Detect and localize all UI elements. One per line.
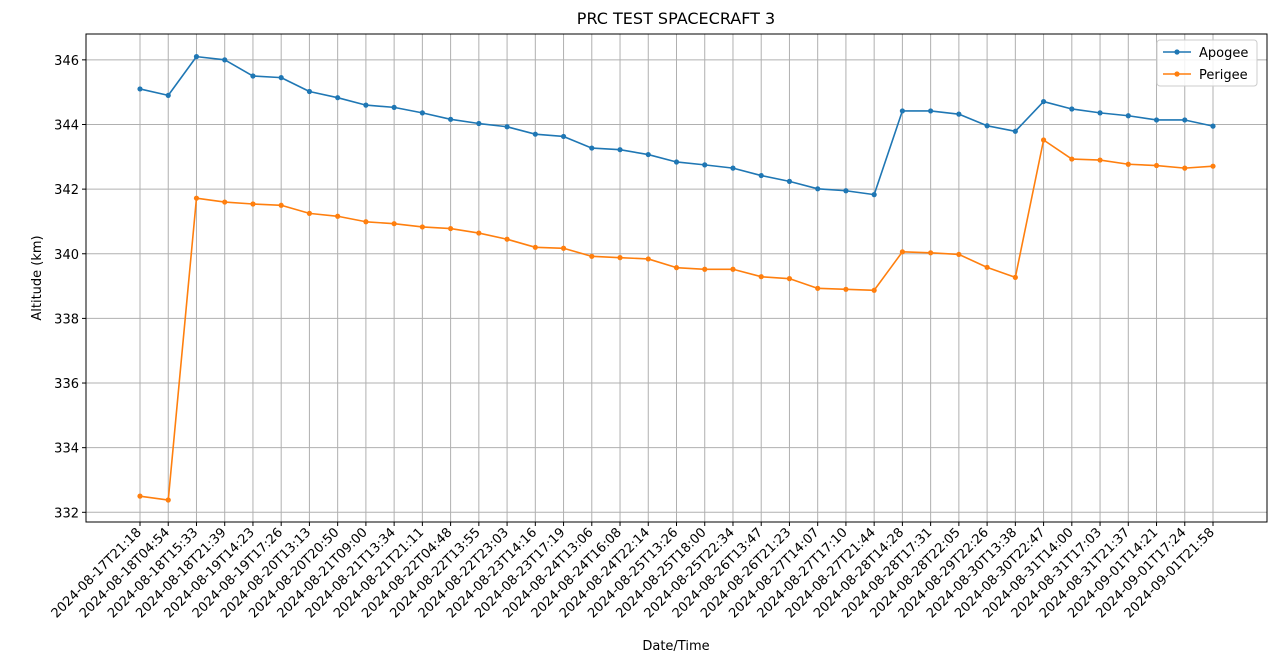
perigee-data-point [1210,163,1216,169]
y-tick-label: 338 [54,312,79,327]
legend-apogee-label: Apogee [1199,46,1248,61]
perigee-data-point [419,224,425,230]
apogee-data-point [1182,117,1188,123]
perigee-data-point [928,250,934,256]
perigee-data-point [786,276,793,282]
apogee-data-point [335,95,341,101]
apogee-data-point [758,172,764,179]
apogee-data-point [815,186,821,192]
y-tick-label: 334 [54,442,79,457]
perigee-data-point [504,236,510,242]
perigee-data-point [1012,274,1018,280]
perigee-data-point [1125,161,1131,167]
y-tick-label: 336 [54,377,79,392]
perigee-data-point [278,202,284,208]
apogee-data-point [250,73,256,79]
apogee-data-point [278,75,284,81]
perigee-data-point [758,274,764,280]
legend: Apogee Perigee [1156,39,1258,87]
apogee-data-point [871,192,877,198]
apogee-data-point [702,162,708,168]
perigee-data-point [250,201,256,207]
perigee-data-point [984,264,990,270]
apogee-data-point [363,102,369,108]
perigee-data-point [645,256,651,262]
perigee-data-point [532,244,538,250]
apogee-data-point [476,120,482,127]
grid-layer [86,34,1267,522]
perigee-data-point [1153,162,1160,169]
axis-layer: 2024-08-17T21:182024-08-18T04:542024-08-… [49,54,1218,622]
apogee-data-point [1210,123,1216,129]
x-axis-title: Date/Time [642,639,709,654]
perigee-data-point [871,287,877,293]
perigee-data-point [165,497,171,503]
y-tick-label: 342 [54,183,79,198]
perigee-data-point [673,265,680,271]
apogee-data-point [1097,110,1103,116]
perigee-data-point [617,255,623,261]
perigee-data-point [448,225,454,232]
y-tick-label: 332 [54,506,79,521]
apogee-data-point [786,178,793,184]
perigee-data-point [589,253,595,259]
perigee-data-point [222,199,228,205]
perigee-data-point [391,221,397,227]
legend-perigee-marker [1174,71,1180,77]
y-tick-label: 340 [54,248,79,263]
apogee-data-point [165,92,171,99]
apogee-data-point [504,124,510,130]
y-tick-label: 346 [54,54,79,69]
perigee-data-point [730,266,736,272]
apogee-data-point [532,131,538,137]
y-tick-label: 344 [54,118,79,133]
apogee-data-point [673,159,680,165]
perigee-data-point [137,493,143,499]
apogee-data-point [956,111,962,117]
y-axis-title: Altitude (km) [30,235,45,320]
apogee-data-point [645,151,651,158]
apogee-data-point [137,86,143,92]
series-layer [137,54,1216,503]
apogee-data-point [306,88,313,95]
apogee-data-point [391,104,397,110]
apogee-data-point [448,116,454,122]
perigee-data-point [899,249,905,255]
apogee-data-point [928,108,934,114]
chart-title: PRC TEST SPACECRAFT 3 [577,9,775,28]
legend-apogee-marker [1174,49,1180,55]
perigee-data-point [1040,137,1047,143]
perigee-data-point [560,245,567,251]
apogee-data-point [222,57,228,63]
perigee-data-point [956,251,962,258]
apogee-data-point [617,147,623,153]
apogee-data-point [730,165,736,171]
apogee-data-point [984,123,990,129]
perigee-data-point [476,230,482,236]
perigee-data-point [193,195,200,201]
apogee-data-point [419,110,425,116]
perigee-data-point [815,285,821,291]
apogee-data-point [899,108,905,114]
perigee-data-point [843,286,849,292]
apogee-data-point [1040,98,1047,105]
apogee-data-point [1012,128,1018,134]
apogee-data-point [1069,106,1075,112]
perigee-data-point [306,210,313,216]
perigee-data-point [1069,156,1075,162]
apogee-data-point [1153,117,1160,123]
perigee-data-point [702,266,708,272]
perigee-data-point [363,219,369,225]
legend-perigee-label: Perigee [1199,68,1248,83]
apogee-data-point [1125,113,1131,119]
perigee-data-point [335,213,341,219]
perigee-data-point [1182,165,1188,171]
apogee-data-point [589,145,595,151]
apogee-data-point [193,54,200,60]
perigee-data-point [1097,157,1103,163]
apogee-data-point [560,133,567,140]
apogee-data-point [843,188,849,194]
